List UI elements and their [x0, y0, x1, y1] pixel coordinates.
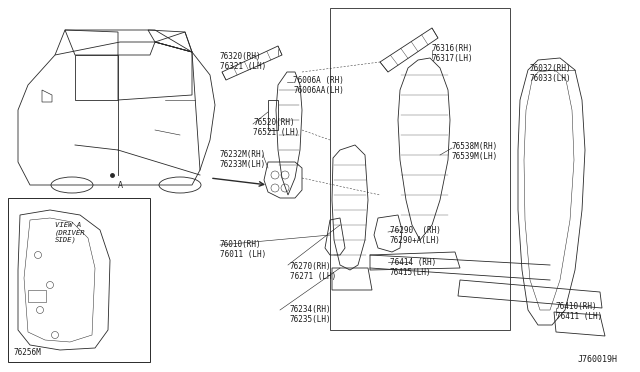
Text: 76290  (RH): 76290 (RH) — [390, 226, 441, 235]
Text: J760019H: J760019H — [578, 355, 618, 364]
Text: 76539M(LH): 76539M(LH) — [452, 152, 499, 161]
Text: 76010(RH): 76010(RH) — [220, 240, 262, 249]
Text: 76320(RH): 76320(RH) — [220, 52, 262, 61]
Text: 76006A (RH): 76006A (RH) — [293, 76, 344, 85]
Text: 76317(LH): 76317(LH) — [432, 54, 474, 63]
Bar — [8, 198, 150, 362]
Text: 76232M(RH): 76232M(RH) — [220, 150, 266, 159]
Text: 76033(LH): 76033(LH) — [530, 74, 572, 83]
Text: 76235(LH): 76235(LH) — [290, 315, 332, 324]
Text: 76414 (RH): 76414 (RH) — [390, 258, 436, 267]
Text: 76011 (LH): 76011 (LH) — [220, 250, 266, 259]
Text: 76415(LH): 76415(LH) — [390, 268, 431, 277]
Text: 76410(RH): 76410(RH) — [556, 302, 598, 311]
Text: 76316(RH): 76316(RH) — [432, 44, 474, 53]
Text: 76270(RH): 76270(RH) — [290, 262, 332, 271]
Text: 76538M(RH): 76538M(RH) — [452, 142, 499, 151]
Text: 76006AA(LH): 76006AA(LH) — [293, 86, 344, 95]
Text: 76256M: 76256M — [14, 348, 42, 357]
Text: 76290+A(LH): 76290+A(LH) — [390, 236, 441, 245]
Text: 76234(RH): 76234(RH) — [290, 305, 332, 314]
Text: 76032(RH): 76032(RH) — [530, 64, 572, 73]
Text: 76521 (LH): 76521 (LH) — [253, 128, 300, 137]
Text: VIEW A
(DRIVER
SIDE): VIEW A (DRIVER SIDE) — [55, 222, 86, 243]
Bar — [28, 290, 46, 302]
Text: 76233M(LH): 76233M(LH) — [220, 160, 266, 169]
Text: 76411 (LH): 76411 (LH) — [556, 312, 602, 321]
Text: 76321 (LH): 76321 (LH) — [220, 62, 266, 71]
Text: 76520(RH): 76520(RH) — [253, 118, 294, 127]
Text: 76271 (LH): 76271 (LH) — [290, 272, 336, 281]
Bar — [330, 8, 510, 330]
Text: A: A — [118, 181, 123, 190]
